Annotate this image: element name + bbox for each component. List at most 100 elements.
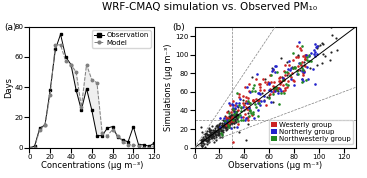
Point [320,42,326,45]
Point [209,134,215,137]
Model [43,124,47,126]
Point [206,136,212,139]
Point [198,142,204,144]
Point [243,95,249,98]
Point [230,108,236,111]
Point [211,137,217,139]
Point [212,130,218,133]
Point [234,116,240,119]
Point [312,51,317,53]
Point [221,122,227,125]
Point [247,110,252,112]
Point [278,80,284,83]
Point [256,98,262,101]
Point [294,70,300,73]
Point [240,116,246,118]
Point [298,49,304,51]
Point [246,101,252,104]
Point [328,26,334,29]
Point [268,90,274,92]
Point [219,135,225,138]
Point [258,99,264,102]
Point [287,68,292,71]
Point [214,130,220,133]
Point [206,138,211,141]
Model [95,82,99,84]
Point [237,114,243,117]
Point [214,125,220,127]
Model [69,63,73,66]
Point [234,113,240,116]
Point [281,78,287,81]
Point [230,119,236,122]
Point [242,86,248,89]
Point [215,126,221,129]
Point [245,116,251,119]
Point [313,46,319,49]
Point [294,73,300,76]
Point [247,91,253,94]
Point [295,69,301,72]
Point [250,98,256,101]
Point [224,116,230,119]
Observation [69,63,73,66]
Point [246,99,251,102]
Point [257,83,263,85]
Point [297,68,303,71]
Point [217,125,223,128]
Point [256,102,262,105]
Point [238,119,244,122]
Point [275,87,281,90]
Point [219,123,225,126]
Point [210,134,215,137]
Point [232,120,238,123]
Point [284,74,290,76]
Point [225,119,230,122]
Point [235,115,241,118]
Point [215,132,221,135]
Point [257,89,262,91]
Point [227,119,233,122]
Point [295,55,301,57]
Point [219,125,225,127]
Point [224,110,230,113]
Point [278,57,284,60]
Point [268,73,274,76]
Point [266,96,272,99]
Point [230,107,236,109]
Point [206,130,212,133]
Point [278,92,284,95]
Point [228,126,234,129]
Point [308,59,314,62]
Point [270,85,276,88]
Point [296,41,302,44]
Observation [84,88,89,90]
Point [311,53,317,56]
Text: (b): (b) [172,23,185,32]
Point [231,122,237,124]
Point [212,132,218,134]
Point [205,140,211,143]
Point [240,95,246,98]
Point [284,61,290,64]
Point [312,55,317,58]
Point [308,51,314,54]
Point [299,67,305,70]
Point [229,122,235,124]
Point [276,87,282,90]
Point [294,44,300,47]
Point [206,133,212,136]
Point [267,87,273,90]
Model [137,145,141,147]
Point [327,58,333,61]
Point [213,134,219,137]
Observation [116,136,120,138]
Point [303,54,309,57]
Line: Model: Model [28,44,155,149]
Point [301,69,306,72]
Point [280,83,286,86]
Point [213,139,219,142]
Point [210,136,215,139]
Model [147,147,151,149]
Point [199,146,204,149]
